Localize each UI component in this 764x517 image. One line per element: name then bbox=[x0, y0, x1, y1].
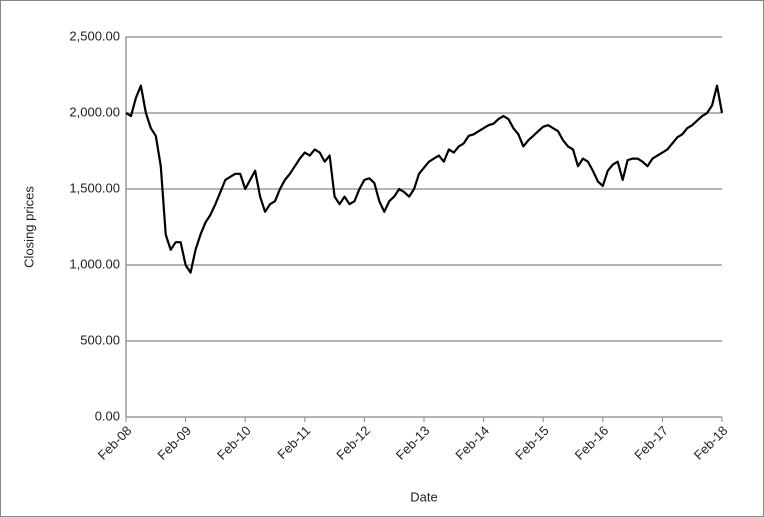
y-tick-label: 1,000.00 bbox=[69, 256, 120, 271]
y-tick-label: 2,000.00 bbox=[69, 104, 120, 119]
x-axis-title: Date bbox=[410, 489, 437, 504]
y-tick-label: 2,500.00 bbox=[69, 28, 120, 43]
y-axis-title: Closing prices bbox=[21, 186, 36, 268]
y-tick-label: 1,500.00 bbox=[69, 180, 120, 195]
price-line bbox=[125, 84, 724, 274]
y-tick-label: 0.00 bbox=[95, 408, 120, 423]
y-tick-label: 500.00 bbox=[80, 332, 120, 347]
